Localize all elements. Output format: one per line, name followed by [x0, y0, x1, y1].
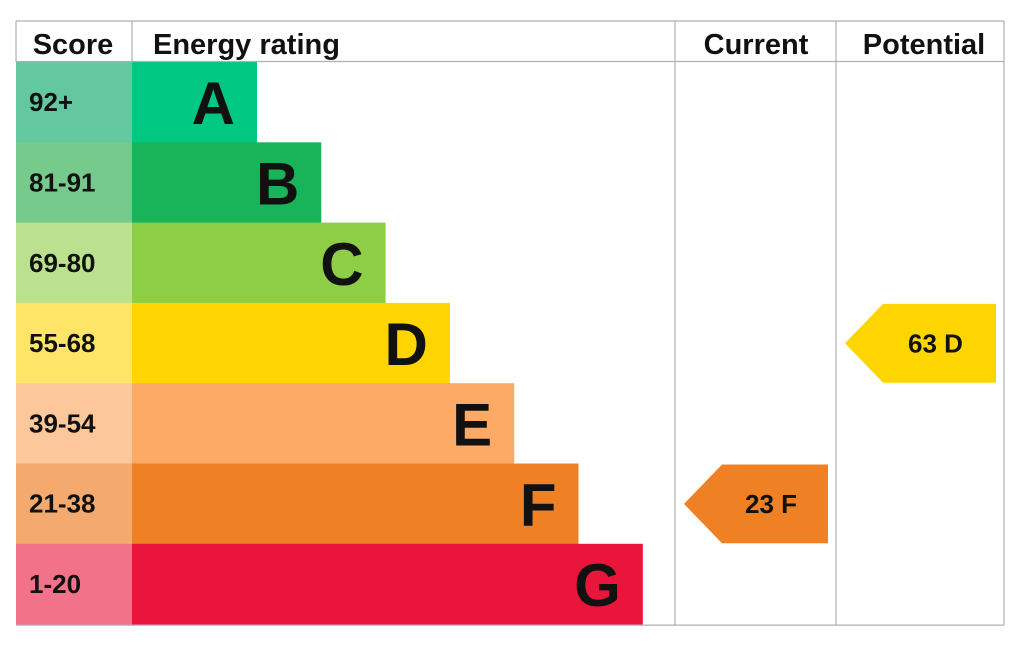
score-range-f: 21-38 — [29, 489, 96, 519]
rating-bar-g — [132, 543, 643, 625]
potential-tag-label: 63 D — [908, 328, 963, 358]
score-cell-b — [16, 142, 132, 224]
rating-tags: 23 F 63 D — [684, 303, 996, 544]
rating-bar-b — [132, 142, 322, 224]
score-header: Score — [33, 29, 114, 61]
score-cell-a — [16, 62, 132, 143]
score-range-d: 55-68 — [29, 328, 96, 358]
rating-letter-d: D — [385, 311, 428, 378]
rating-letter-f: F — [520, 472, 557, 539]
score-range-a: 92+ — [29, 87, 73, 117]
score-cell-d — [16, 302, 132, 384]
rating-bands: 92+ A 81-91 B 69-80 C 55-68 D 39-54 E 21-38 F 1-20 G — [16, 62, 643, 625]
score-cell-g — [16, 543, 132, 625]
current-header: Current — [704, 29, 809, 61]
current-tag-label: 23 F — [745, 489, 797, 519]
score-cell-e — [16, 383, 132, 464]
potential-header: Potential — [863, 29, 985, 61]
score-range-b: 81-91 — [29, 167, 96, 197]
score-range-g: 1-20 — [29, 569, 81, 599]
score-range-e: 39-54 — [29, 408, 96, 438]
rating-bar-f — [132, 463, 579, 545]
rating-letter-a: A — [192, 70, 235, 137]
potential-tag — [845, 303, 996, 383]
energy-rating-header: Energy rating — [153, 29, 340, 61]
rating-bar-d — [132, 302, 450, 384]
rating-letter-b: B — [256, 150, 299, 217]
rating-bar-e — [132, 383, 515, 464]
rating-bar-c — [132, 222, 386, 304]
score-range-c: 69-80 — [29, 248, 96, 278]
rating-letter-g: G — [574, 552, 621, 619]
header-row: Score Energy rating Current Potential — [33, 29, 986, 61]
rating-letter-c: C — [320, 231, 363, 298]
table-grid — [15, 20, 1005, 626]
rating-letter-e: E — [452, 391, 492, 458]
score-cell-f — [16, 463, 132, 545]
current-tag — [684, 464, 828, 544]
score-cell-c — [16, 222, 132, 304]
rating-bar-a — [132, 62, 257, 143]
